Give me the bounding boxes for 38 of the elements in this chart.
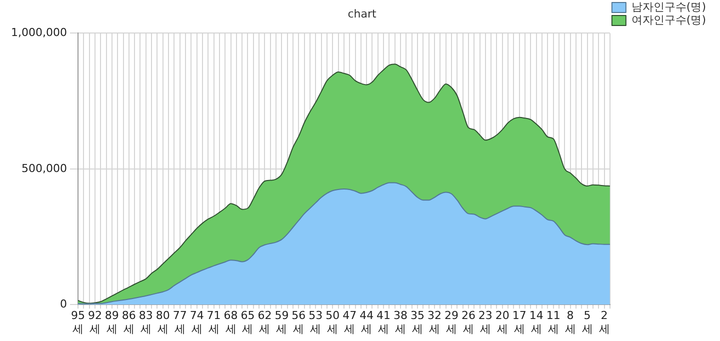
x-tick-label: 8 세: [564, 309, 576, 336]
x-tick-label: 71 세: [206, 309, 221, 336]
x-tick-label: 59 세: [274, 309, 289, 336]
x-tick-label: 80 세: [156, 309, 170, 336]
x-tick-label: 17 세: [512, 309, 526, 336]
y-tick-label: 1,000,000: [11, 26, 67, 40]
chart-title: chart: [348, 7, 377, 20]
x-tick-label: 89 세: [104, 309, 119, 336]
x-tick-label: 41 세: [376, 309, 391, 336]
x-tick-label: 32 세: [427, 309, 442, 336]
x-tick-label: 38 세: [394, 309, 408, 336]
x-tick-label: 77 세: [172, 309, 187, 336]
x-tick-label: 68 세: [224, 309, 238, 336]
legend-label: 여자인구수(명): [631, 13, 706, 26]
x-tick-label: 83 세: [138, 309, 153, 336]
x-tick-label: 86 세: [122, 309, 136, 336]
x-tick-label: 14 세: [529, 309, 544, 336]
x-tick-label: 92 세: [88, 309, 102, 336]
x-tick-label: 53 세: [308, 309, 323, 336]
x-tick-label: 62 세: [258, 309, 272, 336]
x-tick-label: 2 세: [598, 309, 610, 336]
x-tick-label: 74 세: [190, 309, 204, 336]
x-tick-label: 56 세: [292, 309, 306, 336]
x-tick-label: 95 세: [70, 309, 85, 336]
x-tick-label: 20 세: [495, 309, 510, 336]
y-tick-label: 0: [60, 297, 67, 310]
x-tick-label: 5 세: [582, 309, 593, 336]
x-tick-label: 11 세: [546, 309, 560, 336]
x-tick-label: 50 세: [326, 309, 340, 336]
legend-label: 남자인구수(명): [631, 0, 706, 14]
x-tick-label: 47 세: [342, 309, 357, 336]
x-tick-label: 35 세: [410, 309, 425, 336]
x-tick-label: 26 세: [461, 309, 476, 336]
x-tick-label: 65 세: [240, 309, 255, 336]
y-tick-label: 500,000: [21, 162, 67, 175]
x-tick-label: 29 세: [444, 309, 458, 336]
x-tick-label: 44 세: [360, 309, 374, 336]
x-tick-label: 23 세: [478, 309, 492, 336]
